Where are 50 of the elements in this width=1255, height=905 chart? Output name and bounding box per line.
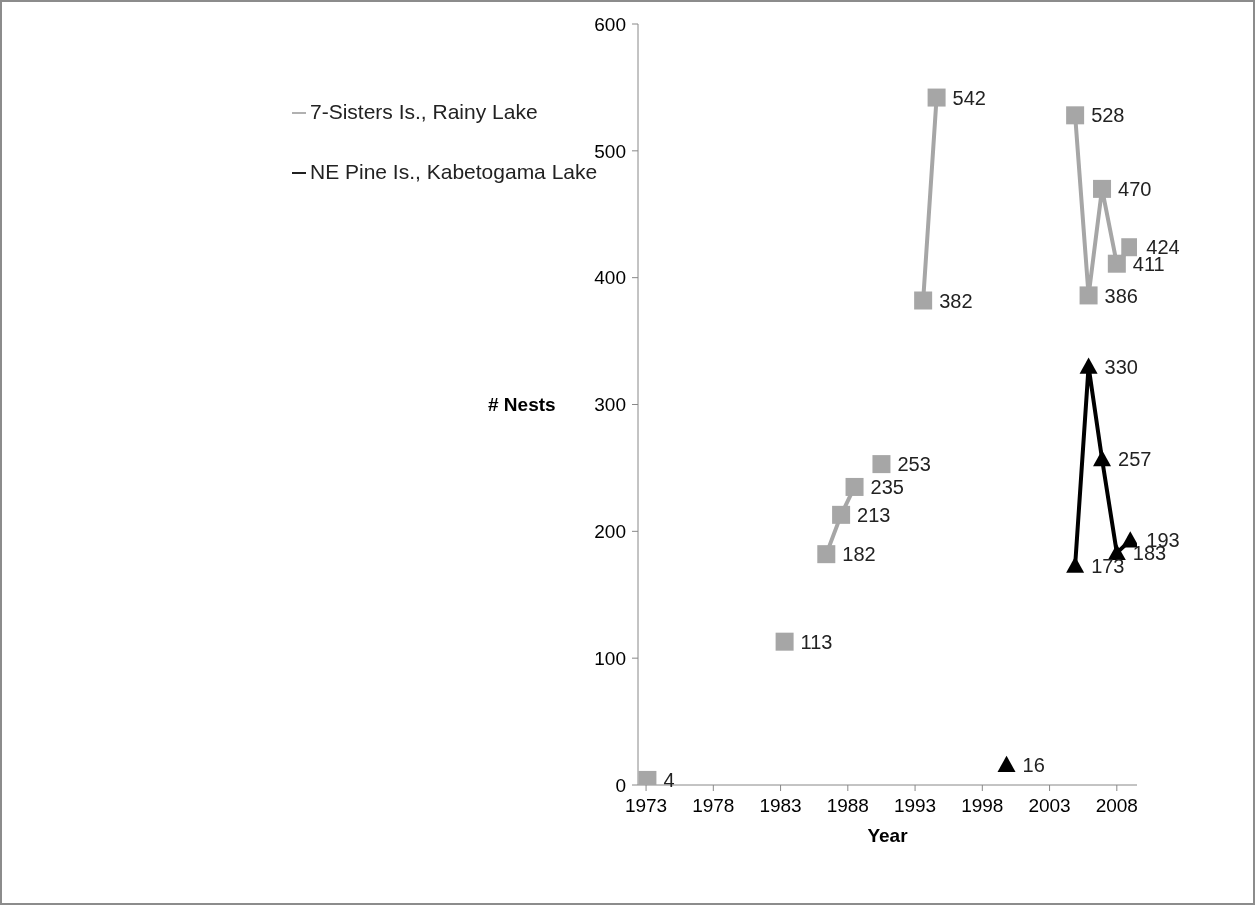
x-tick-label: 1983	[759, 795, 802, 817]
point	[817, 545, 836, 564]
x-tick-label: 1993	[893, 795, 937, 817]
point	[1066, 556, 1085, 573]
legend-label: 7-Sisters Is., Rainy Lake	[310, 100, 538, 123]
point	[1079, 286, 1098, 305]
data-label: 4	[663, 769, 675, 792]
point	[1066, 106, 1085, 125]
data-label: 542	[952, 86, 986, 109]
point	[1107, 254, 1126, 273]
data-label: 382	[939, 289, 973, 312]
data-label: 16	[1022, 753, 1045, 776]
x-tick-label: 1973	[624, 795, 668, 817]
point	[872, 455, 891, 474]
data-label: 528	[1091, 104, 1125, 127]
data-label: 330	[1104, 355, 1138, 378]
y-tick-label: 500	[594, 140, 626, 162]
point	[927, 88, 946, 107]
point	[997, 755, 1016, 772]
x-tick-label: 1988	[826, 795, 869, 817]
x-tick-label: 2008	[1095, 795, 1138, 817]
data-label: 173	[1091, 554, 1125, 577]
y-axis-title: # Nests	[488, 394, 556, 416]
y-tick-label: 200	[594, 521, 626, 543]
y-tick-label: 0	[615, 774, 626, 796]
data-label: 113	[800, 630, 833, 653]
legend-label: NE Pine Is., Kabetogama Lake	[310, 160, 598, 183]
x-axis-title: Year	[867, 825, 909, 847]
data-label: 235	[870, 476, 904, 499]
data-label: 470	[1118, 177, 1152, 200]
point	[1107, 543, 1126, 561]
data-label: 253	[897, 453, 931, 476]
point	[832, 505, 851, 524]
point	[1093, 450, 1112, 467]
point	[845, 477, 864, 496]
y-tick-label: 300	[594, 394, 626, 416]
point	[914, 291, 933, 310]
data-label: 213	[857, 503, 891, 526]
data-label: 386	[1104, 284, 1138, 307]
y-tick-label: 100	[594, 647, 626, 669]
x-tick-label: 1998	[961, 795, 1004, 817]
point	[775, 632, 794, 651]
y-tick-label: 400	[594, 267, 626, 289]
point	[1079, 357, 1098, 374]
point	[1093, 179, 1112, 198]
data-label: 182	[842, 543, 876, 566]
x-tick-label: 2003	[1028, 795, 1071, 817]
y-tick-label: 600	[594, 13, 626, 35]
data-label: 257	[1118, 448, 1152, 471]
x-tick-label: 1978	[692, 795, 735, 817]
